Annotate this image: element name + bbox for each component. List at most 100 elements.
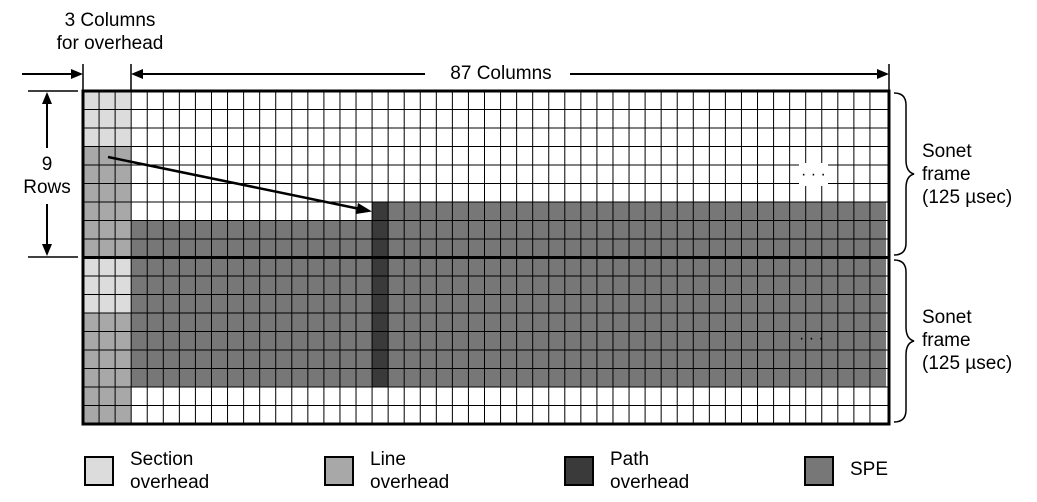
- frame-cell: [789, 331, 806, 350]
- frame-cell: [773, 313, 790, 332]
- frame-cell: [532, 257, 549, 276]
- frame-cell: [773, 276, 790, 295]
- frame-cell: [339, 331, 357, 350]
- frame-cell: [709, 257, 726, 276]
- frame-cell: [661, 202, 678, 221]
- frame-cell: [500, 313, 517, 332]
- frame-cell: [837, 350, 854, 369]
- frame-cell: [516, 350, 533, 369]
- frame-cell: [339, 368, 357, 387]
- frame-cell: [709, 350, 726, 369]
- frame-cell: [516, 368, 533, 387]
- frame-cell: [99, 220, 116, 239]
- frame-cell: [83, 331, 100, 350]
- frame-cell: [131, 294, 148, 313]
- frame-cell: [773, 294, 790, 313]
- frame-cell: [275, 239, 292, 258]
- frame-cell: [805, 331, 822, 350]
- frame-bottom-line3: (125 µsec): [922, 353, 1013, 374]
- frame-cell: [243, 239, 260, 258]
- frame-cell: [388, 368, 405, 387]
- frame-cell: [307, 350, 324, 369]
- frame-cell: [564, 294, 581, 313]
- frame-cell: [195, 331, 212, 350]
- frame-cell: [243, 257, 260, 276]
- frame-cell: [500, 239, 517, 258]
- frame-cell: [500, 220, 517, 239]
- frame-cell: [548, 202, 565, 221]
- frame-cell: [516, 220, 533, 239]
- frame-cell: [83, 239, 100, 258]
- frame-cell: [516, 202, 533, 221]
- frame-cell: [709, 202, 726, 221]
- frame-cell: [131, 313, 148, 332]
- frame-cell: [741, 350, 758, 369]
- frame-cell: [115, 313, 132, 332]
- frame-cell: [388, 239, 405, 258]
- frame-cell: [211, 257, 228, 276]
- frame-cell: [629, 202, 646, 221]
- frame-cell: [484, 276, 501, 295]
- frame-cell: [645, 220, 662, 239]
- frame-cell: [339, 276, 357, 295]
- legend-swatch-line: [324, 456, 354, 486]
- frame-cell: [869, 276, 886, 295]
- frame-cell: [275, 331, 292, 350]
- frame-cell: [436, 313, 453, 332]
- overhead-columns-label: 3 Columns for overhead: [30, 9, 190, 55]
- frame-cell: [741, 276, 758, 295]
- frame-cell: [580, 350, 597, 369]
- frame-cell: [227, 350, 244, 369]
- frame-cell: [179, 220, 196, 239]
- frame-cell: [404, 331, 421, 350]
- frame-cell: [195, 368, 212, 387]
- frame-cell: [356, 257, 373, 276]
- frame-cell: [741, 331, 758, 350]
- frame-cell: [869, 294, 886, 313]
- frame-cell: [757, 220, 774, 239]
- frame-cell: [388, 350, 405, 369]
- frame-cell: [789, 202, 806, 221]
- columns-arrowhead-right: [877, 69, 889, 79]
- frame-cell: [677, 239, 694, 258]
- frame-label-bottom: Sonet frame (125 µsec): [922, 306, 1034, 375]
- frame-cell: [436, 202, 453, 221]
- frame-cell: [596, 368, 613, 387]
- frame-cell: [131, 239, 148, 258]
- frame-cell: [243, 350, 260, 369]
- frame-cell: [725, 294, 742, 313]
- frame-cell: [388, 220, 405, 239]
- frame-cell: [339, 350, 357, 369]
- frame-cell: [452, 331, 469, 350]
- frame-cell: [709, 313, 726, 332]
- columns-label: 87 Columns: [436, 62, 566, 85]
- frame-cell: [115, 387, 132, 406]
- frame-cell: [757, 239, 774, 258]
- brace-top-frame: [893, 92, 915, 256]
- frame-cell: [532, 202, 549, 221]
- frame-cell: [452, 220, 469, 239]
- frame-cell: [564, 313, 581, 332]
- frame-cell: [83, 294, 100, 313]
- frame-cell: [307, 294, 324, 313]
- legend-swatch-path: [564, 456, 594, 486]
- frame-cell: [291, 350, 308, 369]
- frame-cell: [372, 350, 389, 369]
- frame-cell: [147, 331, 164, 350]
- frame-cell: [564, 368, 581, 387]
- frame-cell: [789, 368, 806, 387]
- frame-cell: [163, 257, 180, 276]
- frame-cell: [725, 257, 742, 276]
- frame-cell: [500, 257, 517, 276]
- frame-cell: [404, 202, 421, 221]
- frame-cell: [211, 331, 228, 350]
- frame-cell: [645, 313, 662, 332]
- frame-cell: [147, 313, 164, 332]
- frame-cell: [404, 239, 421, 258]
- frame-cell: [580, 294, 597, 313]
- frame-cell: [757, 350, 774, 369]
- frame-cell: [548, 220, 565, 239]
- frame-cell: [709, 239, 726, 258]
- frame-cell: [388, 202, 405, 221]
- frame-cell: [275, 257, 292, 276]
